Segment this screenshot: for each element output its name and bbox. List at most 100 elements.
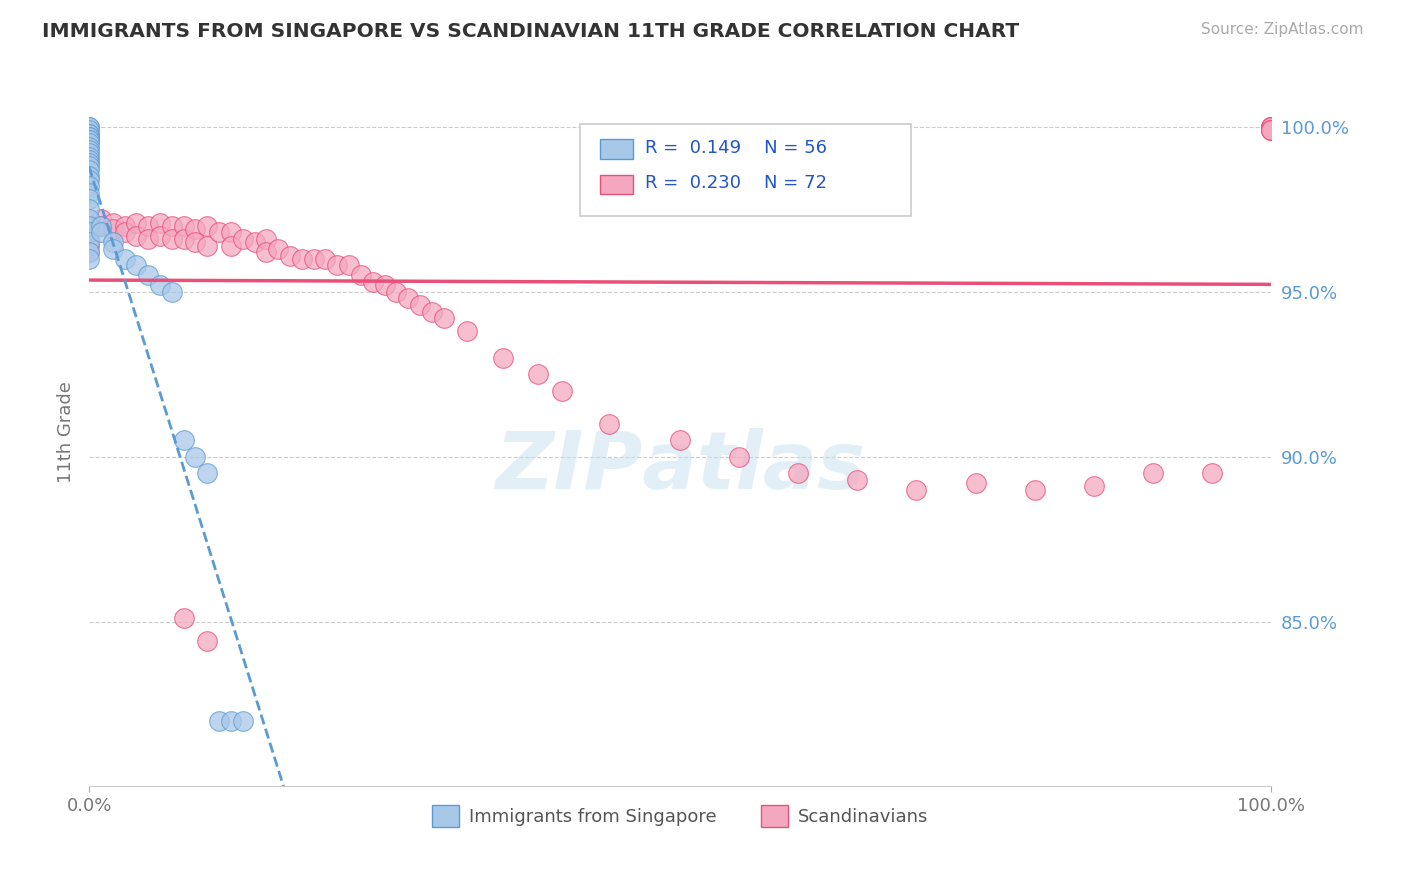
Point bbox=[254, 245, 277, 260]
Point bbox=[77, 153, 100, 167]
Point bbox=[219, 714, 242, 728]
Point bbox=[101, 242, 124, 256]
Point bbox=[1260, 120, 1282, 134]
Point bbox=[787, 466, 810, 480]
Point bbox=[125, 215, 148, 229]
Point bbox=[846, 473, 869, 487]
Point bbox=[90, 226, 112, 240]
Point bbox=[1260, 123, 1282, 137]
Point bbox=[302, 252, 325, 266]
Point bbox=[77, 245, 100, 260]
Point bbox=[77, 143, 100, 157]
Point bbox=[77, 127, 100, 141]
FancyBboxPatch shape bbox=[600, 139, 633, 159]
Point bbox=[90, 219, 112, 233]
Point bbox=[243, 235, 266, 250]
Point bbox=[77, 212, 100, 227]
Point bbox=[136, 219, 159, 233]
Point bbox=[965, 476, 987, 491]
Point bbox=[1260, 123, 1282, 137]
Point bbox=[114, 219, 136, 233]
Point bbox=[208, 226, 231, 240]
Point bbox=[232, 714, 254, 728]
Y-axis label: 11th Grade: 11th Grade bbox=[58, 381, 75, 483]
Point bbox=[492, 351, 515, 365]
Point bbox=[456, 324, 478, 338]
Point bbox=[385, 285, 408, 299]
Point bbox=[184, 235, 207, 250]
Point bbox=[337, 259, 360, 273]
Text: R =  0.149    N = 56: R = 0.149 N = 56 bbox=[644, 138, 827, 157]
Point bbox=[291, 252, 314, 266]
Point bbox=[90, 219, 112, 233]
FancyBboxPatch shape bbox=[600, 175, 633, 194]
Point bbox=[173, 219, 195, 233]
Point bbox=[374, 278, 396, 293]
Point bbox=[173, 434, 195, 448]
Point bbox=[77, 123, 100, 137]
Point bbox=[77, 120, 100, 134]
Point bbox=[77, 235, 100, 250]
Point bbox=[409, 298, 432, 312]
Point bbox=[1201, 466, 1223, 480]
Point bbox=[77, 219, 100, 233]
Point bbox=[77, 169, 100, 184]
Point bbox=[77, 232, 100, 246]
Point bbox=[232, 232, 254, 246]
Point bbox=[90, 212, 112, 227]
Point bbox=[173, 232, 195, 246]
Point bbox=[77, 162, 100, 177]
Point bbox=[125, 228, 148, 243]
Point bbox=[314, 252, 336, 266]
Point bbox=[420, 304, 443, 318]
Point bbox=[195, 219, 218, 233]
Point bbox=[208, 714, 231, 728]
Point bbox=[598, 417, 620, 431]
Point bbox=[1260, 123, 1282, 137]
Point bbox=[184, 222, 207, 236]
Point bbox=[195, 634, 218, 648]
Point bbox=[77, 136, 100, 151]
Point bbox=[77, 129, 100, 144]
Point bbox=[219, 238, 242, 252]
Point bbox=[77, 146, 100, 161]
Point bbox=[149, 278, 172, 293]
Point bbox=[77, 129, 100, 144]
Point bbox=[136, 268, 159, 283]
Text: ZIP​atlas: ZIP​atlas bbox=[495, 428, 865, 507]
Point bbox=[77, 226, 100, 240]
Point bbox=[160, 285, 183, 299]
Point bbox=[160, 232, 183, 246]
Point bbox=[1024, 483, 1046, 497]
Point bbox=[1260, 120, 1282, 134]
Point bbox=[527, 368, 550, 382]
Point bbox=[77, 179, 100, 194]
Point bbox=[551, 384, 574, 398]
Point bbox=[77, 120, 100, 134]
Text: Source: ZipAtlas.com: Source: ZipAtlas.com bbox=[1201, 22, 1364, 37]
Point bbox=[77, 133, 100, 147]
Point bbox=[77, 172, 100, 186]
Point bbox=[136, 232, 159, 246]
Point bbox=[728, 450, 751, 464]
Point bbox=[219, 226, 242, 240]
Point bbox=[77, 133, 100, 147]
Point bbox=[101, 215, 124, 229]
Point bbox=[1260, 120, 1282, 134]
Point bbox=[669, 434, 692, 448]
FancyBboxPatch shape bbox=[579, 123, 911, 216]
Point bbox=[1260, 120, 1282, 134]
Point bbox=[184, 450, 207, 464]
Point bbox=[77, 127, 100, 141]
Point bbox=[195, 238, 218, 252]
Text: IMMIGRANTS FROM SINGAPORE VS SCANDINAVIAN 11TH GRADE CORRELATION CHART: IMMIGRANTS FROM SINGAPORE VS SCANDINAVIA… bbox=[42, 22, 1019, 41]
Point bbox=[160, 219, 183, 233]
Point bbox=[278, 248, 301, 262]
Point bbox=[77, 156, 100, 170]
Point bbox=[101, 235, 124, 250]
Point bbox=[101, 222, 124, 236]
Point bbox=[77, 226, 100, 240]
Point bbox=[1083, 479, 1105, 493]
Point bbox=[77, 186, 100, 200]
Legend: Immigrants from Singapore, Scandinavians: Immigrants from Singapore, Scandinavians bbox=[425, 797, 935, 834]
